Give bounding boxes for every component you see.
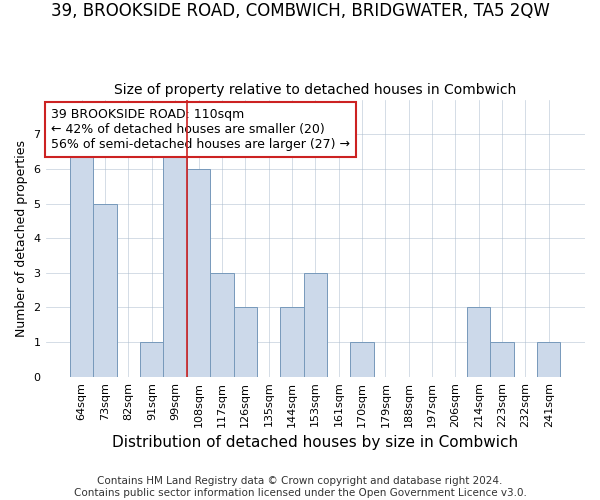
Bar: [537, 342, 560, 377]
Title: Size of property relative to detached houses in Combwich: Size of property relative to detached ho…: [114, 83, 517, 97]
Bar: [350, 342, 374, 377]
X-axis label: Distribution of detached houses by size in Combwich: Distribution of detached houses by size …: [112, 435, 518, 450]
Bar: [210, 273, 233, 377]
Bar: [140, 342, 163, 377]
Bar: [70, 134, 94, 377]
Bar: [280, 308, 304, 377]
Bar: [304, 273, 327, 377]
Bar: [187, 169, 210, 377]
Bar: [163, 134, 187, 377]
Text: 39 BROOKSIDE ROAD: 110sqm
← 42% of detached houses are smaller (20)
56% of semi-: 39 BROOKSIDE ROAD: 110sqm ← 42% of detac…: [51, 108, 350, 151]
Bar: [467, 308, 490, 377]
Y-axis label: Number of detached properties: Number of detached properties: [15, 140, 28, 336]
Bar: [233, 308, 257, 377]
Text: Contains HM Land Registry data © Crown copyright and database right 2024.
Contai: Contains HM Land Registry data © Crown c…: [74, 476, 526, 498]
Bar: [490, 342, 514, 377]
Bar: [94, 204, 117, 377]
Text: 39, BROOKSIDE ROAD, COMBWICH, BRIDGWATER, TA5 2QW: 39, BROOKSIDE ROAD, COMBWICH, BRIDGWATER…: [50, 2, 550, 21]
